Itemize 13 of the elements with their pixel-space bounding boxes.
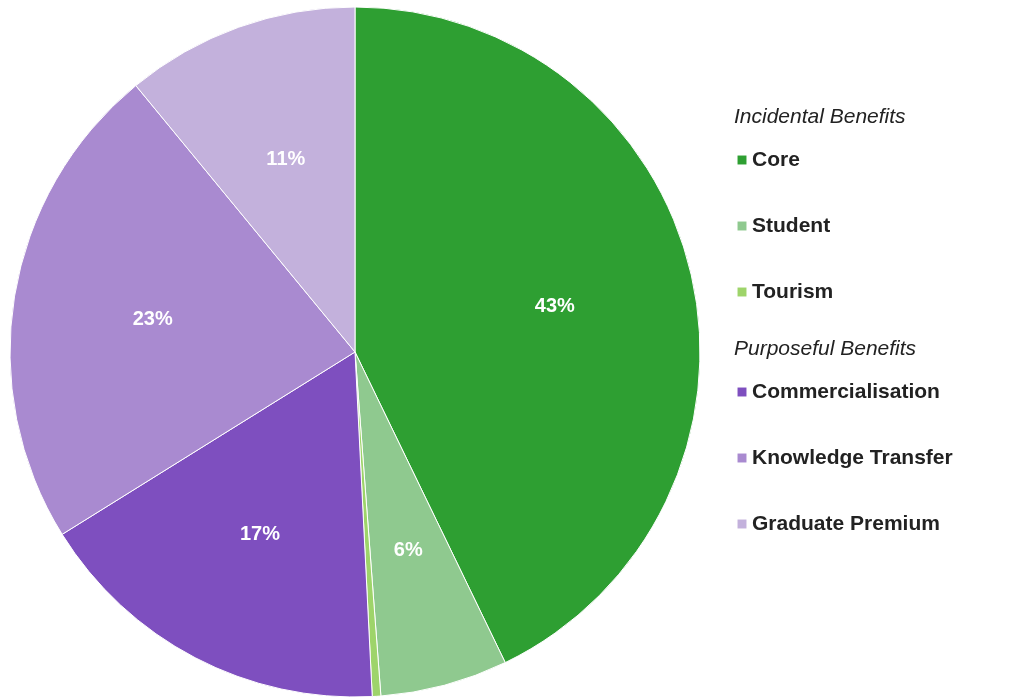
data-label: 23%: [132, 306, 173, 329]
text: Purposeful Benefits: [734, 336, 917, 359]
legend-label: Knowledge Transfer: [752, 445, 953, 468]
legend-label: Core: [752, 147, 800, 170]
data-label: 11%: [266, 147, 306, 170]
legend-label: Graduate Premium: [752, 511, 940, 534]
data-label: 43%: [534, 294, 576, 317]
text: Incidental Benefits: [734, 104, 907, 127]
data-label: 17%: [239, 521, 281, 544]
data-label: 6%: [393, 537, 423, 560]
legend-label: Tourism: [752, 279, 834, 302]
legend-label: Student: [752, 213, 831, 236]
legend-label: Commercialisation: [752, 379, 940, 402]
